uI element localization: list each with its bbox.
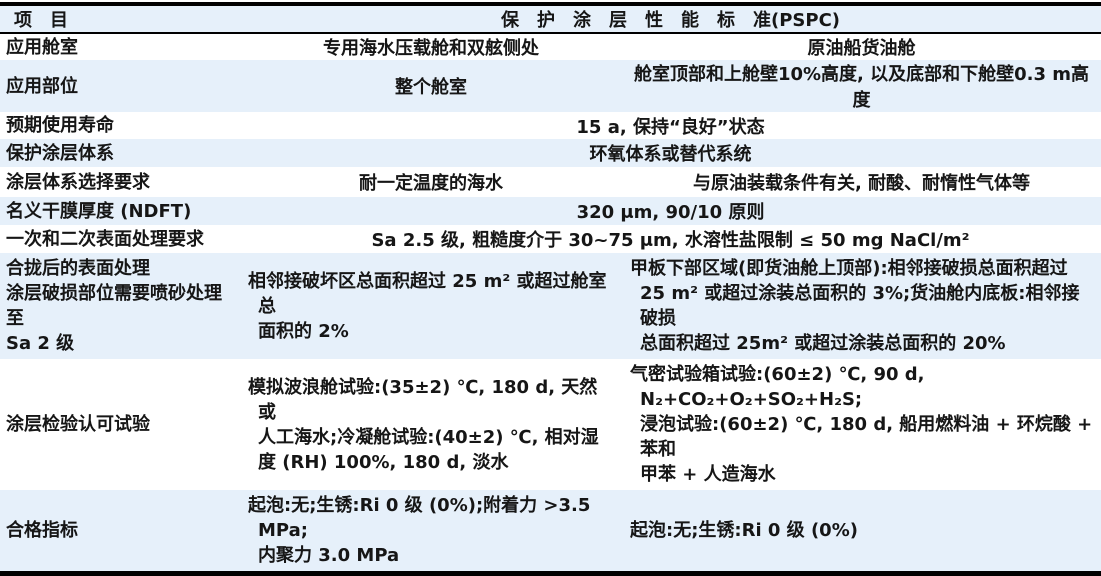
row-application-areas-ballast-cell: 整个舱室 <box>395 77 467 98</box>
row-application-areas: 应用部位 整个舱室 舱室顶部和上舱壁10%高度, 以及底部和下舱壁0.3 m高度 <box>0 60 1101 112</box>
row-approval-tests-label: 涂层检验认可试验 <box>6 414 150 435</box>
row-approval-tests-ballast-cell: 模拟波浪舱试验:(35±2) ℃, 180 d, 天然或 人工海水;冷凝舱试验:… <box>248 376 599 473</box>
row-block-surface-treatment-ballast-cell: 相邻接破坏区总面积超过 25 m² 或超过舱室总 面积的 2% <box>248 270 607 342</box>
row-system-selection: 涂层体系选择要求 耐一定温度的海水 与原油装载条件有关, 耐酸、耐惰性气体等 <box>0 167 1101 197</box>
row-acceptance-criteria-ballast-cell: 起泡:无;生锈:Ri 0 级 (0%);附着力 >3.5 MPa; 内聚力 3.… <box>248 495 591 566</box>
row-ndft-label: 名义干膜厚度 (NDFT) <box>6 200 192 222</box>
row-coating-system-label: 保护涂层体系 <box>6 142 114 164</box>
table-header: 项 目 保 护 涂 层 性 能 标 准(PSPC) <box>0 4 1101 34</box>
row-block-surface-treatment-label: 合拢后的表面处理 涂层破损部位需要喷砂处理至 Sa 2 级 <box>6 258 222 354</box>
row-application-areas-cargo-cell: 舱室顶部和上舱壁10%高度, 以及底部和下舱壁0.3 m高度 <box>633 64 1090 111</box>
row-applicable-tanks-label: 应用舱室 <box>6 36 78 58</box>
row-system-selection-cargo-cell: 与原油装载条件有关, 耐酸、耐惰性气体等 <box>692 173 1031 194</box>
row-acceptance-criteria-label: 合格指标 <box>6 520 78 541</box>
row-service-life: 预期使用寿命 15 a, 保持“良好”状态 <box>0 112 1101 139</box>
row-approval-tests-cargo-cell: 气密试验箱试验:(60±2) ℃, 90 d, N₂+CO₂+O₂+SO₂+H₂… <box>630 364 1093 485</box>
row-acceptance-criteria-cargo-cell: 起泡:无;生锈:Ri 0 级 (0%) <box>630 520 858 541</box>
header-item-label: 项 目 <box>0 4 240 34</box>
row-block-surface-treatment-cargo-cell: 甲板下部区域(即货油舱上顶部):相邻接破损总面积超过 25 m² 或超过涂装总面… <box>630 258 1080 354</box>
row-approval-tests: 涂层检验认可试验 模拟波浪舱试验:(35±2) ℃, 180 d, 天然或 人工… <box>0 359 1101 490</box>
row-coating-system: 保护涂层体系 环氧体系或替代系统 <box>0 139 1101 167</box>
row-block-surface-treatment: 合拢后的表面处理 涂层破损部位需要喷砂处理至 Sa 2 级 相邻接破坏区总面积超… <box>0 253 1101 359</box>
header-row: 项 目 保 护 涂 层 性 能 标 准(PSPC) <box>0 4 1101 34</box>
row-coating-system-merged-cell: 环氧体系或替代系统 <box>589 144 752 165</box>
row-application-areas-label: 应用部位 <box>6 75 78 97</box>
row-service-life-label: 预期使用寿命 <box>6 115 114 136</box>
row-applicable-tanks: 应用舱室 专用海水压载舱和双舷侧处 原油船货油舱 <box>0 33 1101 60</box>
row-applicable-tanks-ballast-cell: 专用海水压载舱和双舷侧处 <box>323 38 539 59</box>
row-applicable-tanks-cargo-cell: 原油船货油舱 <box>807 38 916 59</box>
row-surface-preparation-merged-cell: Sa 2.5 级, 粗糙度介于 30~75 μm, 水溶性盐限制 ≤ 50 mg… <box>371 230 970 251</box>
row-ndft: 名义干膜厚度 (NDFT) 320 μm, 90/10 原则 <box>0 197 1101 225</box>
row-ndft-merged-cell: 320 μm, 90/10 原则 <box>576 202 765 223</box>
row-service-life-merged-cell: 15 a, 保持“良好”状态 <box>576 116 765 138</box>
row-acceptance-criteria: 合格指标 起泡:无;生锈:Ri 0 级 (0%);附着力 >3.5 MPa; 内… <box>0 490 1101 574</box>
row-system-selection-label: 涂层体系选择要求 <box>6 171 150 193</box>
row-surface-preparation: 一次和二次表面处理要求 Sa 2.5 级, 粗糙度介于 30~75 μm, 水溶… <box>0 225 1101 253</box>
table-title: 保 护 涂 层 性 能 标 准(PSPC) <box>240 4 1101 34</box>
row-surface-preparation-label: 一次和二次表面处理要求 <box>6 228 204 250</box>
row-system-selection-ballast-cell: 耐一定温度的海水 <box>359 173 503 194</box>
